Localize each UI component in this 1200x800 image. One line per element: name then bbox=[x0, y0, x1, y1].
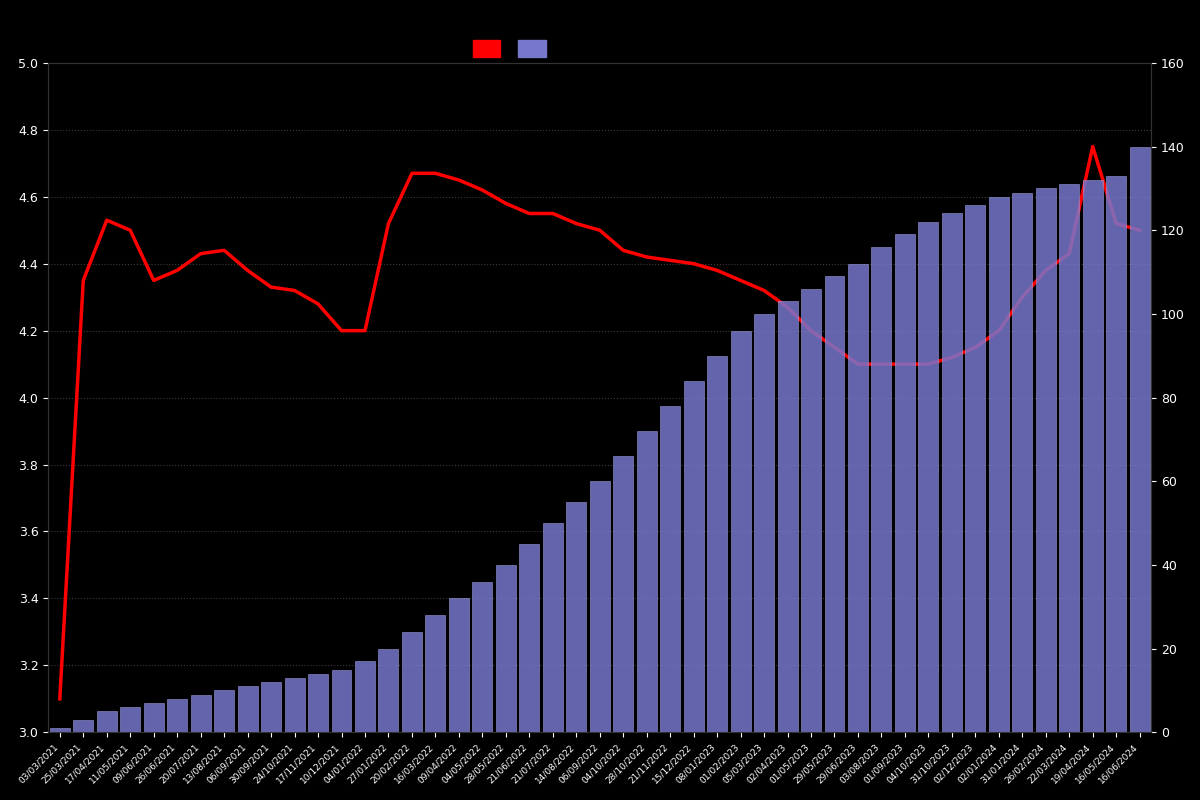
Bar bbox=[731, 330, 750, 732]
Legend: , : , bbox=[468, 36, 554, 61]
Bar bbox=[754, 314, 774, 732]
Bar bbox=[1106, 176, 1126, 732]
Bar bbox=[50, 728, 70, 732]
Bar bbox=[284, 678, 305, 732]
Bar bbox=[97, 711, 116, 732]
Bar bbox=[238, 686, 258, 732]
Bar bbox=[167, 699, 187, 732]
Bar bbox=[120, 707, 140, 732]
Bar bbox=[778, 302, 798, 732]
Bar bbox=[613, 456, 634, 732]
Bar bbox=[73, 720, 94, 732]
Bar bbox=[308, 674, 328, 732]
Bar bbox=[942, 214, 962, 732]
Bar bbox=[989, 197, 1009, 732]
Bar bbox=[262, 682, 281, 732]
Bar bbox=[589, 482, 610, 732]
Bar bbox=[707, 356, 727, 732]
Bar bbox=[402, 632, 422, 732]
Bar bbox=[449, 598, 469, 732]
Bar bbox=[378, 649, 398, 732]
Bar bbox=[1082, 180, 1103, 732]
Bar bbox=[1060, 184, 1079, 732]
Bar bbox=[542, 523, 563, 732]
Bar bbox=[871, 247, 892, 732]
Bar bbox=[895, 234, 914, 732]
Bar bbox=[965, 205, 985, 732]
Bar bbox=[1013, 193, 1032, 732]
Bar bbox=[191, 694, 211, 732]
Bar bbox=[684, 381, 703, 732]
Bar bbox=[426, 615, 445, 732]
Bar bbox=[520, 544, 539, 732]
Bar bbox=[824, 276, 845, 732]
Bar bbox=[566, 502, 587, 732]
Bar bbox=[214, 690, 234, 732]
Bar bbox=[473, 582, 492, 732]
Bar bbox=[802, 289, 821, 732]
Bar bbox=[1129, 146, 1150, 732]
Bar bbox=[355, 661, 374, 732]
Bar bbox=[660, 406, 680, 732]
Bar bbox=[918, 222, 938, 732]
Bar bbox=[496, 565, 516, 732]
Bar bbox=[637, 431, 656, 732]
Bar bbox=[331, 670, 352, 732]
Bar bbox=[1036, 188, 1056, 732]
Bar bbox=[144, 703, 163, 732]
Bar bbox=[848, 264, 868, 732]
